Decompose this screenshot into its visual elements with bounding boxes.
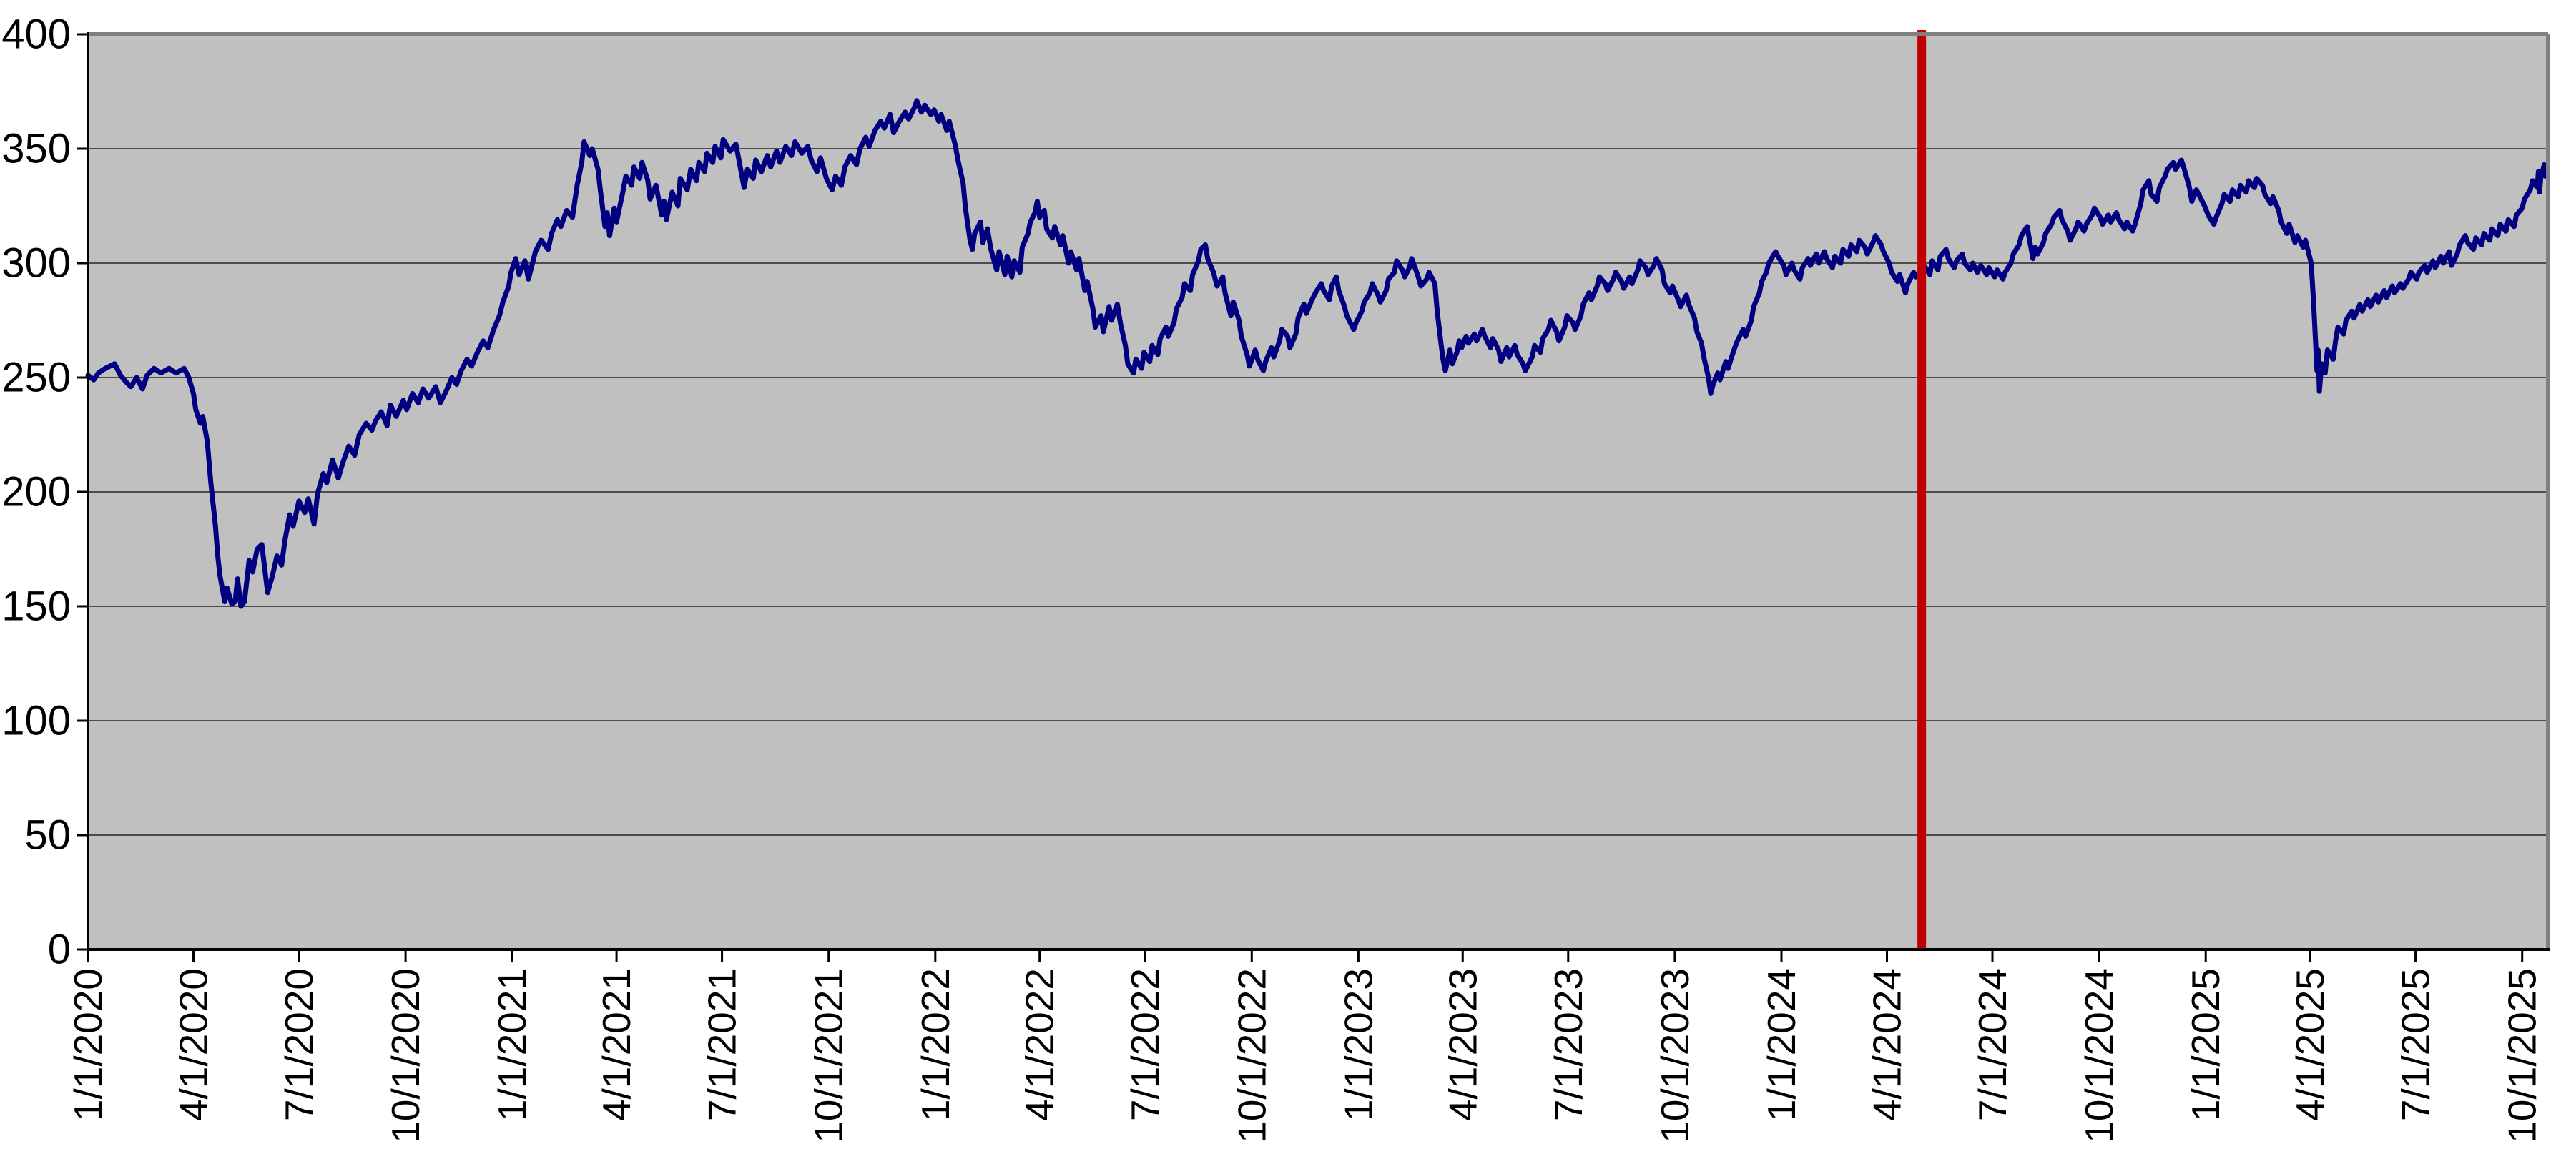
y-axis-ticks xyxy=(77,33,88,951)
x-tick-label: 1/1/2025 xyxy=(2183,968,2228,1121)
x-tick-label: 1/1/2020 xyxy=(66,968,110,1121)
x-tick-label: 10/1/2022 xyxy=(1229,968,1274,1143)
gridlines xyxy=(88,148,2548,836)
x-tick-label: 4/1/2024 xyxy=(1864,968,1909,1121)
x-tick-label: 1/1/2024 xyxy=(1759,968,1804,1121)
x-tick-label: 7/1/2022 xyxy=(1123,968,1167,1121)
x-tick-label: 4/1/2025 xyxy=(2288,968,2332,1121)
x-tick-label: 10/1/2025 xyxy=(2500,968,2545,1143)
series-line-daily-price xyxy=(85,98,2550,609)
x-tick-label: 7/1/2020 xyxy=(277,968,321,1121)
x-tick-label: 7/1/2024 xyxy=(1970,968,2015,1121)
y-tick-label: 250 xyxy=(1,355,71,401)
y-tick-label: 200 xyxy=(1,469,71,516)
y-tick-label: 300 xyxy=(1,240,71,287)
x-tick-label: 10/1/2021 xyxy=(807,968,851,1143)
x-tick-label: 10/1/2020 xyxy=(383,968,428,1143)
x-tick-label: 7/1/2021 xyxy=(700,968,744,1121)
x-tick-label: 4/1/2022 xyxy=(1018,968,1062,1121)
y-tick-label: 150 xyxy=(1,583,71,630)
y-axis-labels: 0 50 100 150 200 250 300 350 400 xyxy=(1,11,71,973)
y-tick-label: 400 xyxy=(1,11,71,58)
x-tick-label: 10/1/2023 xyxy=(1653,968,1697,1143)
y-tick-label: 50 xyxy=(24,812,71,859)
y-tick-label: 0 xyxy=(48,927,71,973)
x-tick-label: 10/1/2024 xyxy=(2077,968,2121,1143)
x-tick-label: 1/1/2023 xyxy=(1336,968,1380,1121)
y-tick-label: 100 xyxy=(1,698,71,744)
x-tick-label: 7/1/2023 xyxy=(1546,968,1591,1121)
x-axis-ticks xyxy=(87,950,2524,962)
x-tick-label: 4/1/2023 xyxy=(1440,968,1485,1121)
x-axis-labels: 1/1/2020 4/1/2020 7/1/2020 10/1/2020 1/1/202… xyxy=(66,968,2545,1143)
y-tick-label: 350 xyxy=(1,126,71,172)
x-tick-label: 4/1/2020 xyxy=(171,968,215,1121)
x-tick-label: 4/1/2021 xyxy=(594,968,639,1121)
x-tick-label: 1/1/2022 xyxy=(913,968,958,1121)
x-tick-label: 7/1/2025 xyxy=(2394,968,2438,1121)
x-tick-label: 1/1/2021 xyxy=(490,968,534,1121)
